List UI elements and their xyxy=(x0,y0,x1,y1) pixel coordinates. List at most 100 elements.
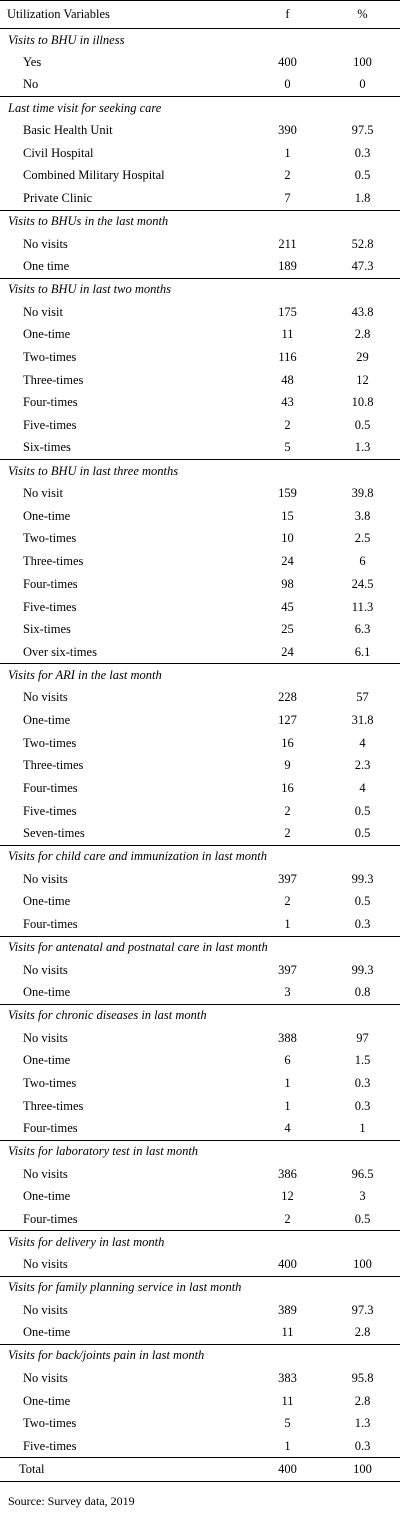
row-label: One time xyxy=(23,258,70,273)
row-percent-value: 43.8 xyxy=(351,304,374,319)
section-header-row: Visits for antenatal and postnatal care … xyxy=(0,935,400,959)
row-percent-value: 6 xyxy=(359,554,366,569)
row-percent-value: 6.1 xyxy=(354,644,371,659)
row-label: Four-times xyxy=(23,576,78,591)
table-row: Five-times 2 0.5 xyxy=(0,414,400,437)
table-row: One-time 11 2.8 xyxy=(0,323,400,346)
table-row: No visits 389 97.3 xyxy=(0,1299,400,1322)
row-percent-value: 2.5 xyxy=(354,531,371,546)
row-f-value: 390 xyxy=(278,123,297,138)
row-f-value: 211 xyxy=(278,236,297,251)
total-label: Total xyxy=(0,1457,250,1483)
row-label: No visits xyxy=(23,871,68,886)
row-label: Combined Military Hospital xyxy=(23,168,165,183)
row-label: No visits xyxy=(23,962,68,977)
section-header-row: Visits for family planning service in la… xyxy=(0,1275,400,1299)
row-percent-value: 0.5 xyxy=(354,826,371,841)
table-row: Three-times 9 2.3 xyxy=(0,755,400,778)
table-row: Three-times 48 12 xyxy=(0,369,400,392)
row-label: Three-times xyxy=(23,372,84,387)
row-percent-value: 2.8 xyxy=(354,1393,371,1408)
section-header-row: Visits for child care and immunization i… xyxy=(0,844,400,868)
table-row: Two-times 5 1.3 xyxy=(0,1412,400,1435)
row-percent-value: 3 xyxy=(359,1189,366,1204)
row-f-value: 175 xyxy=(278,304,297,319)
table-row: Yes 400 100 xyxy=(0,51,400,74)
row-percent-value: 0.3 xyxy=(354,1098,371,1113)
row-f-value: 388 xyxy=(278,1030,297,1045)
table-row: Four-times 16 4 xyxy=(0,777,400,800)
table-row: No visits 386 96.5 xyxy=(0,1163,400,1186)
row-percent-value: 10.8 xyxy=(351,395,374,410)
row-f-value: 16 xyxy=(281,735,294,750)
table-row: Three-times 24 6 xyxy=(0,550,400,573)
section-title: Visits for ARI in the last month xyxy=(0,663,400,687)
table-row: One-time 3 0.8 xyxy=(0,981,400,1004)
row-percent-value: 1.3 xyxy=(354,440,371,455)
section-title: Visits for family planning service in la… xyxy=(0,1275,400,1299)
row-f-value: 5 xyxy=(284,440,291,455)
table-row: No visits 383 95.8 xyxy=(0,1367,400,1390)
row-f-value: 397 xyxy=(278,962,297,977)
row-f-value: 2 xyxy=(284,803,291,818)
row-percent-value: 0 xyxy=(359,77,366,92)
row-percent-value: 99.3 xyxy=(351,871,374,886)
row-f-value: 1 xyxy=(284,1438,291,1453)
row-label: Five-times xyxy=(23,599,77,614)
header-row: Utilization Variables f % xyxy=(0,0,400,29)
row-percent-value: 2.8 xyxy=(354,1325,371,1340)
row-percent-value: 96.5 xyxy=(351,1166,374,1181)
row-label: Four-times xyxy=(23,1121,78,1136)
row-percent-value: 52.8 xyxy=(351,236,374,251)
row-label: One-time xyxy=(23,1053,71,1068)
table-row: Civil Hospital 1 0.3 xyxy=(0,142,400,165)
row-percent-value: 97.3 xyxy=(351,1302,374,1317)
total-f: 400 xyxy=(250,1457,325,1483)
row-f-value: 389 xyxy=(278,1302,297,1317)
table-row: Four-times 43 10.8 xyxy=(0,392,400,415)
row-label: No visits xyxy=(23,236,68,251)
section-title: Visits for back/joints pain in last mont… xyxy=(0,1343,400,1368)
row-label: No visits xyxy=(23,1370,68,1385)
table-row: No 0 0 xyxy=(0,74,400,97)
row-f-value: 45 xyxy=(281,599,294,614)
table-row: Two-times 1 0.3 xyxy=(0,1072,400,1095)
row-f-value: 400 xyxy=(278,1257,297,1272)
row-percent-value: 39.8 xyxy=(351,486,374,501)
row-label: Private Clinic xyxy=(23,190,93,205)
row-f-value: 6 xyxy=(284,1053,291,1068)
section-header-row: Visits for ARI in the last month xyxy=(0,663,400,687)
row-label: One-time xyxy=(23,712,71,727)
section-header-row: Visits for laboratory test in last month xyxy=(0,1139,400,1163)
row-f-value: 11 xyxy=(281,1325,294,1340)
section-header-row: Visits for chronic diseases in last mont… xyxy=(0,1003,400,1027)
row-f-value: 2 xyxy=(284,418,291,433)
row-percent-value: 6.3 xyxy=(354,622,371,637)
table-row: Five-times 2 0.5 xyxy=(0,800,400,823)
row-f-value: 12 xyxy=(281,1189,294,1204)
row-percent-value: 3.8 xyxy=(354,508,371,523)
row-label: Basic Health Unit xyxy=(23,123,113,138)
section-header-row: Last time visit for seeking care xyxy=(0,96,400,120)
table-row: Five-times 45 11.3 xyxy=(0,596,400,619)
row-percent-value: 0.3 xyxy=(354,1075,371,1090)
row-f-value: 2 xyxy=(284,1211,291,1226)
row-f-value: 1 xyxy=(284,145,291,160)
table-footer: Total 400 100 xyxy=(0,1457,400,1483)
row-f-value: 2 xyxy=(284,894,291,909)
row-f-value: 5 xyxy=(284,1416,291,1431)
table-row: Over six-times 24 6.1 xyxy=(0,641,400,664)
table-row: Two-times 16 4 xyxy=(0,732,400,755)
row-f-value: 2 xyxy=(284,826,291,841)
table-row: No visits 388 97 xyxy=(0,1027,400,1050)
row-label: Over six-times xyxy=(23,644,97,659)
total-row: Total 400 100 xyxy=(0,1457,400,1483)
row-f-value: 4 xyxy=(284,1121,291,1136)
row-f-value: 116 xyxy=(278,349,297,364)
table-row: Combined Military Hospital 2 0.5 xyxy=(0,165,400,188)
row-percent-value: 11.3 xyxy=(351,599,374,614)
row-f-value: 383 xyxy=(278,1370,297,1385)
row-percent-value: 4 xyxy=(359,781,366,796)
